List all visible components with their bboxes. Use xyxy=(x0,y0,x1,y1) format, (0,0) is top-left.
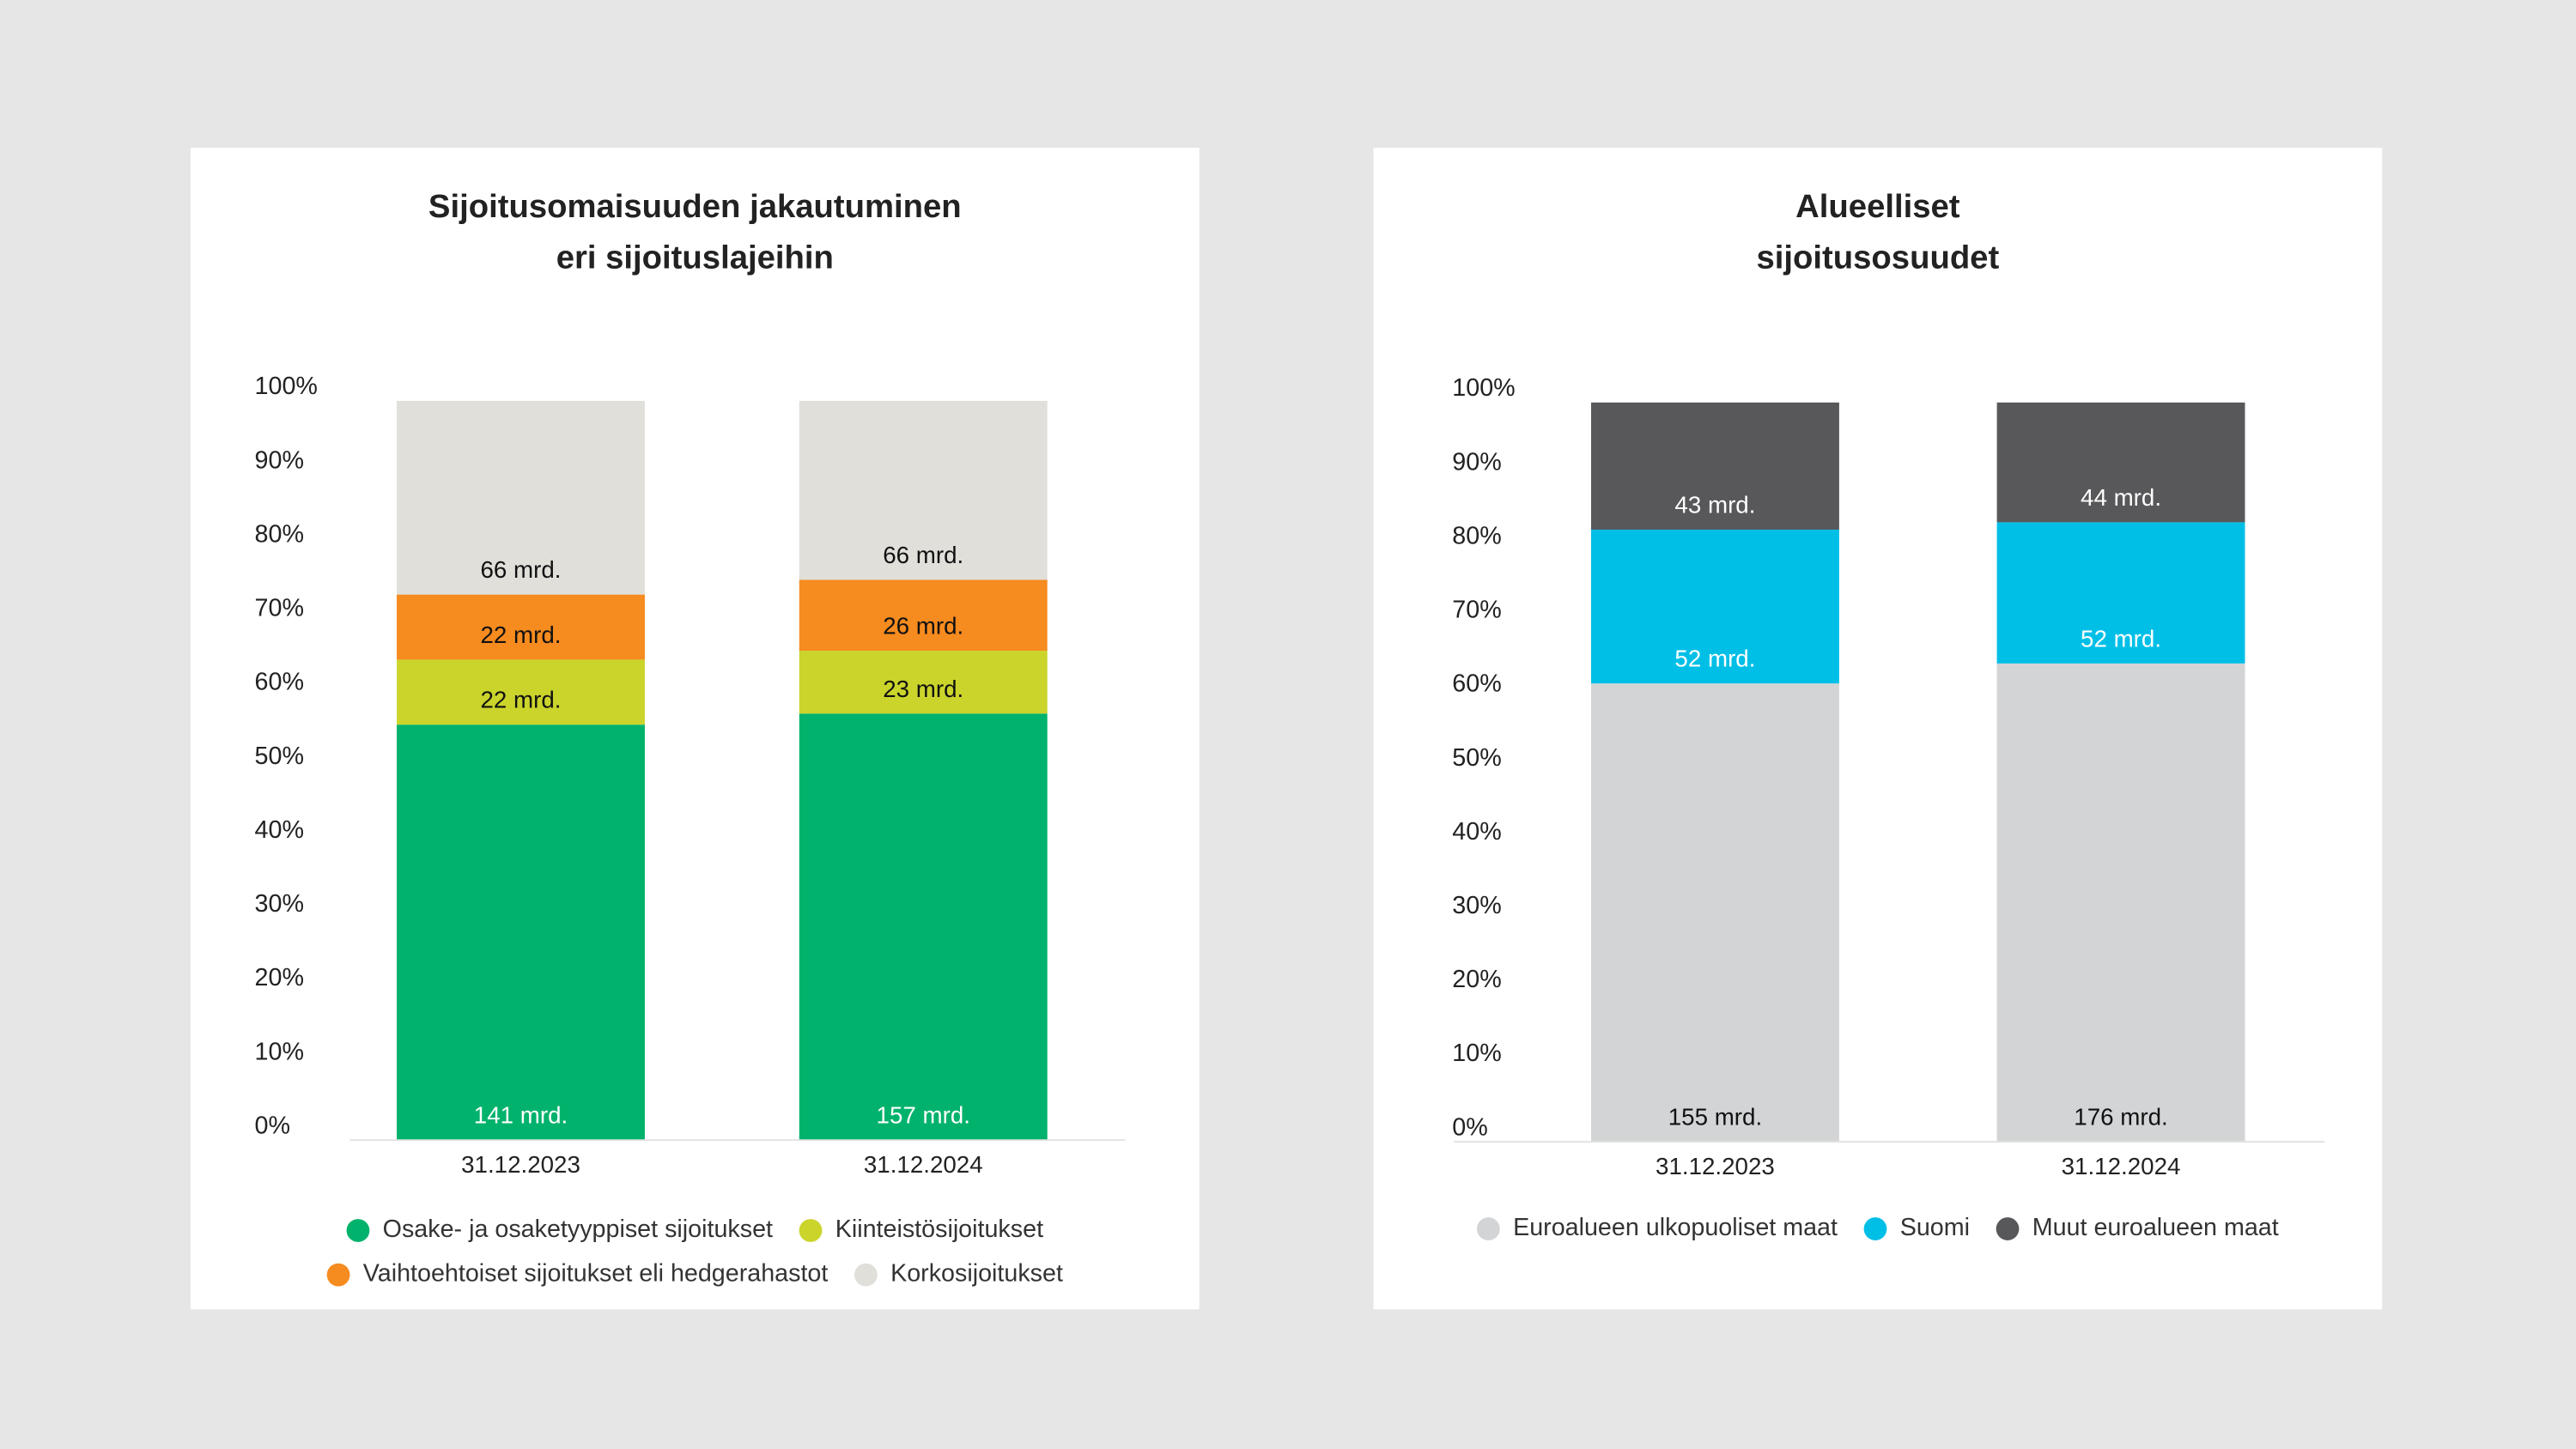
data-label: 52 mrd. xyxy=(1674,646,1755,672)
bar-segment xyxy=(799,651,1048,714)
y-tick-label: 30% xyxy=(1452,892,1501,919)
data-label: 23 mrd. xyxy=(883,676,963,702)
y-tick-label: 80% xyxy=(255,520,304,548)
panel xyxy=(190,148,1200,1310)
legend-marker xyxy=(1996,1217,2020,1240)
data-label: 52 mrd. xyxy=(2081,625,2161,652)
y-tick-label: 90% xyxy=(1452,448,1501,476)
legend-label: Muut euroalueen maat xyxy=(2032,1214,2279,1241)
chart-title: eri sijoituslajeihin xyxy=(556,239,834,276)
legend-label: Korkosijoitukset xyxy=(890,1260,1063,1288)
legend-marker xyxy=(326,1263,350,1287)
bar-segment xyxy=(799,400,1048,580)
chart-title: Alueelliset xyxy=(1795,188,1960,225)
bar-segment xyxy=(397,724,645,1141)
data-label: 157 mrd. xyxy=(877,1102,970,1129)
data-label: 66 mrd. xyxy=(883,542,963,568)
bar-segment xyxy=(1996,522,2245,664)
legend-marker xyxy=(1863,1217,1887,1240)
bar-segment xyxy=(397,659,645,725)
bar-segment xyxy=(397,594,645,660)
legend-label: Vaihtoehtoiset sijoitukset eli hedgeraha… xyxy=(363,1260,829,1288)
y-tick-label: 70% xyxy=(255,595,304,622)
y-tick-label: 40% xyxy=(1452,818,1501,846)
y-tick-label: 80% xyxy=(1452,522,1501,549)
legend-marker xyxy=(799,1219,823,1242)
y-tick-label: 50% xyxy=(1452,744,1501,772)
y-tick-label: 40% xyxy=(255,816,304,844)
y-tick-label: 10% xyxy=(255,1038,304,1065)
chart-title: sijoitusosuudet xyxy=(1757,239,2000,276)
bar-segment xyxy=(799,713,1048,1141)
x-tick-label: 31.12.2024 xyxy=(864,1151,983,1178)
data-label: 44 mrd. xyxy=(2081,484,2161,511)
x-tick-label: 31.12.2023 xyxy=(461,1151,580,1178)
y-tick-label: 100% xyxy=(1452,374,1515,402)
data-label: 43 mrd. xyxy=(1674,492,1755,518)
legend-label: Kiinteistösijoitukset xyxy=(835,1216,1043,1243)
legend-marker xyxy=(346,1219,370,1242)
bar-segment xyxy=(397,400,645,595)
data-label: 26 mrd. xyxy=(883,613,963,640)
legend-label: Suomi xyxy=(1900,1214,1970,1241)
y-tick-label: 20% xyxy=(255,964,304,991)
data-label: 176 mrd. xyxy=(2074,1104,2167,1131)
bar-segment xyxy=(1590,530,1839,684)
x-tick-label: 31.12.2024 xyxy=(2062,1153,2181,1179)
y-tick-label: 10% xyxy=(1452,1040,1501,1067)
y-tick-label: 60% xyxy=(1452,670,1501,698)
x-tick-label: 31.12.2023 xyxy=(1656,1153,1775,1179)
legend-marker xyxy=(1476,1217,1500,1240)
y-tick-label: 90% xyxy=(255,446,304,474)
legend-marker xyxy=(854,1263,878,1287)
legend-label: Osake- ja osaketyyppiset sijoitukset xyxy=(383,1216,773,1243)
data-label: 22 mrd. xyxy=(480,621,561,648)
data-label: 155 mrd. xyxy=(1668,1104,1762,1131)
y-tick-label: 60% xyxy=(255,669,304,696)
y-tick-label: 0% xyxy=(1452,1113,1487,1141)
y-tick-label: 50% xyxy=(255,743,304,770)
bar-segment xyxy=(1996,663,2245,1143)
chart-title: Sijoitusomaisuuden jakautuminen xyxy=(428,188,962,225)
y-tick-label: 20% xyxy=(1452,966,1501,993)
bar-segment xyxy=(799,579,1048,652)
data-label: 22 mrd. xyxy=(480,687,561,713)
legend-label: Euroalueen ulkopuoliset maat xyxy=(1513,1214,1838,1241)
bar-segment xyxy=(1996,402,2245,523)
data-label: 141 mrd. xyxy=(474,1102,568,1129)
y-tick-label: 100% xyxy=(255,373,318,400)
data-label: 66 mrd. xyxy=(480,556,561,583)
y-tick-label: 70% xyxy=(1452,597,1501,624)
bar-segment xyxy=(1590,683,1839,1143)
bar-segment xyxy=(1590,402,1839,530)
y-tick-label: 30% xyxy=(255,890,304,918)
y-tick-label: 0% xyxy=(255,1112,290,1139)
